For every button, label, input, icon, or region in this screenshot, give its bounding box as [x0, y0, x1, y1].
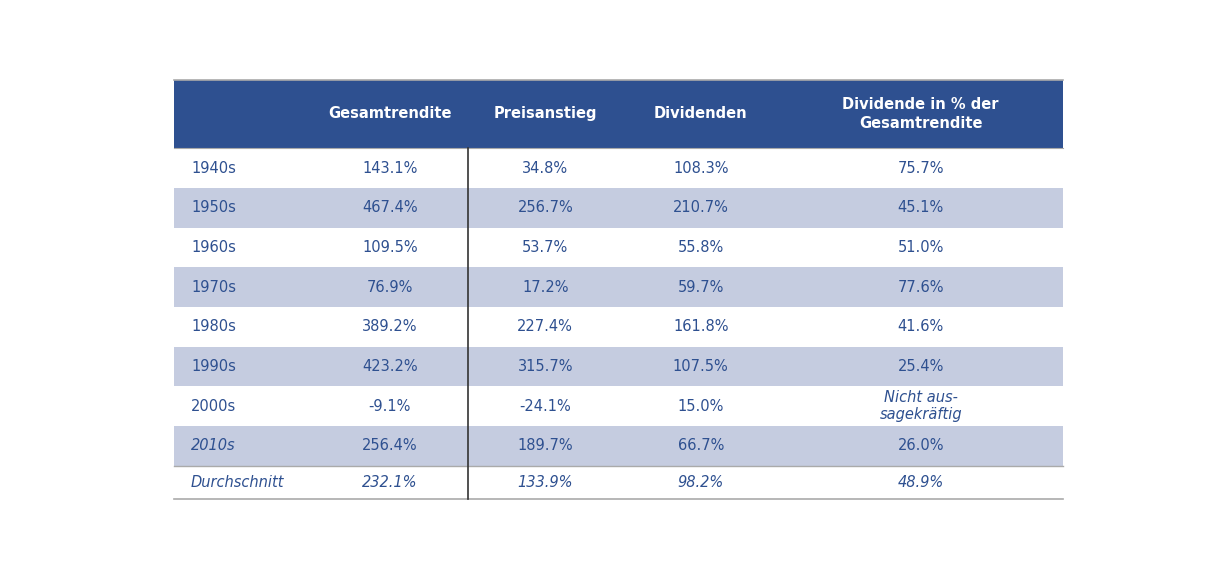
Text: 17.2%: 17.2% — [521, 280, 568, 295]
Bar — [174, 188, 1063, 227]
Text: 25.4%: 25.4% — [898, 359, 944, 374]
Text: -9.1%: -9.1% — [368, 399, 410, 414]
Text: 161.8%: 161.8% — [674, 319, 729, 335]
Text: 1990s: 1990s — [191, 359, 237, 374]
Text: 51.0%: 51.0% — [898, 240, 944, 255]
Text: 76.9%: 76.9% — [367, 280, 413, 295]
Bar — [174, 307, 1063, 347]
Text: 98.2%: 98.2% — [677, 475, 724, 490]
Text: 26.0%: 26.0% — [898, 438, 944, 453]
Text: 189.7%: 189.7% — [518, 438, 573, 453]
Bar — [174, 148, 1063, 188]
Text: Dividenden: Dividenden — [654, 107, 747, 121]
Text: 108.3%: 108.3% — [674, 160, 729, 175]
Text: 2000s: 2000s — [191, 399, 237, 414]
Text: 109.5%: 109.5% — [362, 240, 418, 255]
Text: 467.4%: 467.4% — [362, 200, 418, 215]
Text: 59.7%: 59.7% — [677, 280, 724, 295]
Text: 48.9%: 48.9% — [898, 475, 944, 490]
Text: Durchschnitt: Durchschnitt — [191, 475, 285, 490]
Text: 315.7%: 315.7% — [518, 359, 573, 374]
Text: 53.7%: 53.7% — [523, 240, 568, 255]
Text: 107.5%: 107.5% — [674, 359, 729, 374]
Text: 77.6%: 77.6% — [898, 280, 944, 295]
Bar — [174, 267, 1063, 307]
Bar — [174, 347, 1063, 386]
Bar — [174, 386, 1063, 426]
Text: 133.9%: 133.9% — [518, 475, 573, 490]
Text: Gesamtrendite: Gesamtrendite — [328, 107, 451, 121]
Text: 1950s: 1950s — [191, 200, 237, 215]
Text: 1960s: 1960s — [191, 240, 237, 255]
Text: 45.1%: 45.1% — [898, 200, 944, 215]
Text: 1980s: 1980s — [191, 319, 237, 335]
Text: -24.1%: -24.1% — [519, 399, 571, 414]
Bar — [174, 426, 1063, 466]
Text: 256.4%: 256.4% — [362, 438, 418, 453]
Text: 66.7%: 66.7% — [677, 438, 724, 453]
Text: 1940s: 1940s — [191, 160, 237, 175]
Text: 34.8%: 34.8% — [523, 160, 568, 175]
Bar — [174, 227, 1063, 267]
Text: 55.8%: 55.8% — [677, 240, 724, 255]
Text: 210.7%: 210.7% — [672, 200, 729, 215]
Bar — [174, 466, 1063, 499]
Text: Nicht aus-
sagekräftig: Nicht aus- sagekräftig — [880, 390, 962, 422]
Text: 41.6%: 41.6% — [898, 319, 944, 335]
Text: 15.0%: 15.0% — [677, 399, 724, 414]
Text: 389.2%: 389.2% — [362, 319, 418, 335]
Text: 1970s: 1970s — [191, 280, 237, 295]
Text: 232.1%: 232.1% — [362, 475, 418, 490]
Text: 256.7%: 256.7% — [518, 200, 573, 215]
Text: 143.1%: 143.1% — [362, 160, 418, 175]
Text: 423.2%: 423.2% — [362, 359, 418, 374]
Text: 2010s: 2010s — [191, 438, 235, 453]
Text: Preisanstieg: Preisanstieg — [494, 107, 597, 121]
Text: 227.4%: 227.4% — [518, 319, 573, 335]
Text: 75.7%: 75.7% — [898, 160, 944, 175]
Text: Dividende in % der
Gesamtrendite: Dividende in % der Gesamtrendite — [842, 97, 999, 131]
